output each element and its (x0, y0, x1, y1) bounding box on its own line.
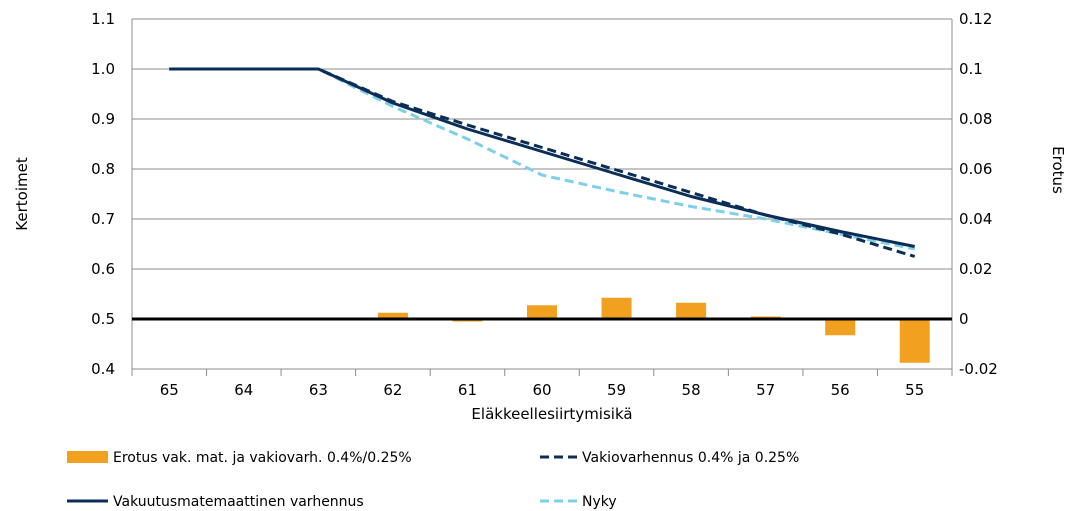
x-tick-label: 64 (234, 381, 253, 399)
y-right-tick-label: 0.02 (959, 260, 992, 278)
x-tick-label: 61 (458, 381, 477, 399)
y-left-tick-label: 0.4 (91, 360, 115, 378)
y-left-tick-label: 0.9 (91, 110, 115, 128)
line-nyky (169, 67, 915, 251)
y-right-tick-label: 0.12 (959, 10, 992, 28)
bar-erotus (899, 319, 930, 363)
y-right-tick-label: 0.1 (959, 60, 983, 78)
y-left-tick-label: 0.7 (91, 210, 115, 228)
bar-erotus (676, 302, 707, 319)
legend: Erotus vak. mat. ja vakiovarh. 0.4%/0.25… (67, 450, 799, 510)
x-tick-label: 57 (756, 381, 775, 399)
bar-erotus (377, 312, 408, 319)
x-tick-label: 65 (160, 381, 179, 399)
y-left-tick-label: 1.1 (91, 10, 115, 28)
y-right-tick-label: 0 (959, 310, 969, 328)
bar-erotus (601, 297, 632, 319)
y-right-tick-label: -0.02 (959, 360, 998, 378)
x-tick-label: 59 (607, 381, 626, 399)
line-vakuutusmatemaattinen (169, 67, 915, 248)
y-right-tick-label: 0.04 (959, 210, 992, 228)
y-left-tick-label: 0.8 (91, 160, 115, 178)
legend-label-vakuutusmatemaattinen: Vakuutusmatemaattinen varhennus (113, 494, 364, 510)
legend-label-nyky: Nyky (582, 494, 617, 510)
x-tick-label: 63 (309, 381, 328, 399)
line-series (169, 67, 916, 258)
legend-swatch-erotus (67, 451, 108, 463)
line-vakiovarhennus (169, 67, 916, 258)
x-axis-title: Eläkkeellesiirtymisikä (471, 405, 632, 423)
x-tick-label: 62 (383, 381, 402, 399)
x-tick-label: 58 (682, 381, 701, 399)
bar-series (377, 297, 930, 363)
y-axis-title-right: Erotus (1049, 146, 1067, 194)
y-left-tick-label: 1.0 (91, 60, 115, 78)
legend-label-erotus: Erotus vak. mat. ja vakiovarh. 0.4%/0.25… (113, 450, 412, 466)
legend-label-vakiovarhennus: Vakiovarhennus 0.4% ja 0.25% (582, 450, 799, 466)
x-tick-label: 56 (831, 381, 850, 399)
y-axis-title-left: Kertoimet (13, 157, 31, 231)
y-right-tick-label: 0.08 (959, 110, 992, 128)
x-tick-label: 55 (905, 381, 924, 399)
y-right-tick-label: 0.06 (959, 160, 992, 178)
bar-erotus (825, 319, 856, 336)
axes: 0.4 0.5 0.6 0.7 0.8 0.9 1.0 1.1 -0.02 0 0.02 0.04 0.… (91, 10, 998, 399)
y-left-tick-label: 0.6 (91, 260, 115, 278)
y-left-tick-label: 0.5 (91, 310, 115, 328)
x-tick-label: 60 (532, 381, 551, 399)
bar-erotus (527, 305, 557, 319)
